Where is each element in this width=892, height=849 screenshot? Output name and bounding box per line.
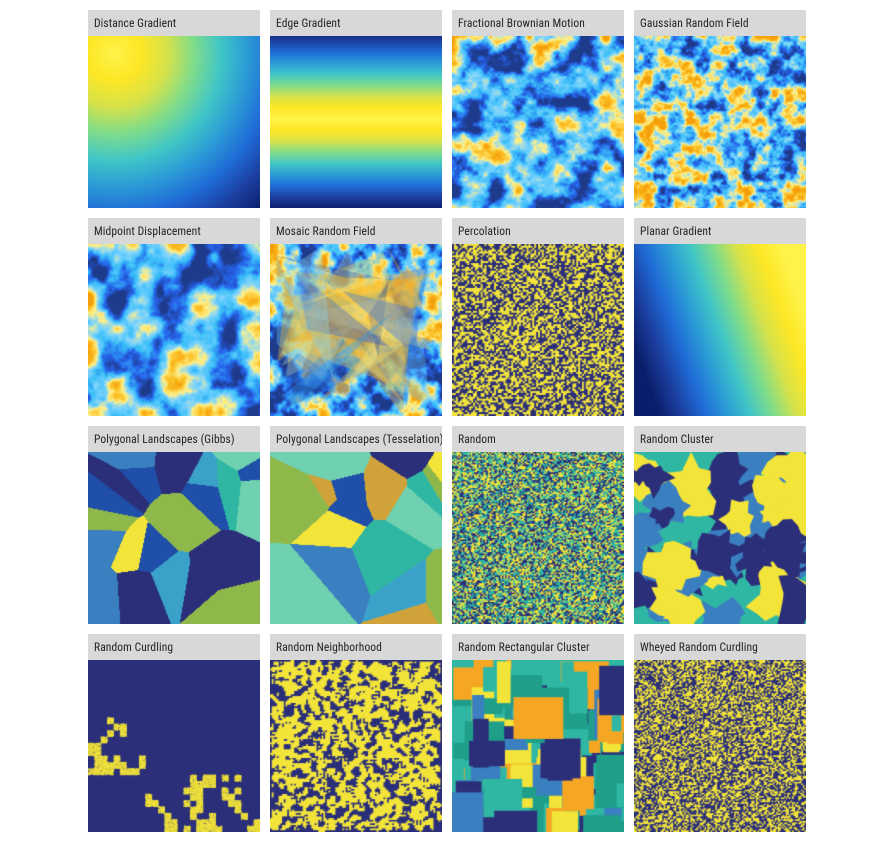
panel-title: Midpoint Displacement — [88, 218, 260, 244]
panel-rand_rect_cluster: Random Rectangular Cluster — [452, 634, 624, 832]
panel-title: Planar Gradient — [634, 218, 806, 244]
panel-thumb — [452, 452, 624, 624]
panel-random_neighborhood: Random Neighborhood — [270, 634, 442, 832]
panel-random_curdling: Random Curdling — [88, 634, 260, 832]
panel-poly_tess: Polygonal Landscapes (Tesselation) — [270, 426, 442, 624]
panel-title: Random Rectangular Cluster — [452, 634, 624, 660]
panel-title: Random Curdling — [88, 634, 260, 660]
panel-thumb — [270, 36, 442, 208]
panel-fbm: Fractional Brownian Motion — [452, 10, 624, 208]
panel-thumb — [452, 660, 624, 832]
panel-title: Polygonal Landscapes (Gibbs) — [88, 426, 260, 452]
panel-thumb — [634, 36, 806, 208]
panel-title: Edge Gradient — [270, 10, 442, 36]
panel-title: Mosaic Random Field — [270, 218, 442, 244]
panel-poly_gibbs: Polygonal Landscapes (Gibbs) — [88, 426, 260, 624]
panel-title: Random Neighborhood — [270, 634, 442, 660]
panel-random_cluster: Random Cluster — [634, 426, 806, 624]
panel-title: Distance Gradient — [88, 10, 260, 36]
panel-edge_gradient: Edge Gradient — [270, 10, 442, 208]
panel-title: Gaussian Random Field — [634, 10, 806, 36]
panel-grf: Gaussian Random Field — [634, 10, 806, 208]
panel-thumb — [634, 452, 806, 624]
panel-thumb — [88, 660, 260, 832]
panel-midpoint: Midpoint Displacement — [88, 218, 260, 416]
panel-mosaic: Mosaic Random Field — [270, 218, 442, 416]
panel-thumb — [452, 36, 624, 208]
panel-thumb — [270, 660, 442, 832]
panel-random: Random — [452, 426, 624, 624]
panel-thumb — [634, 244, 806, 416]
panel-thumb — [452, 244, 624, 416]
panel-title: Wheyed Random Curdling — [634, 634, 806, 660]
panel-thumb — [88, 452, 260, 624]
panel-title: Polygonal Landscapes (Tesselation) — [270, 426, 442, 452]
panel-thumb — [270, 452, 442, 624]
panel-thumb — [88, 36, 260, 208]
panel-title: Fractional Brownian Motion — [452, 10, 624, 36]
panel-title: Random Cluster — [634, 426, 806, 452]
panel-thumb — [634, 660, 806, 832]
panel-thumb — [88, 244, 260, 416]
panel-planar: Planar Gradient — [634, 218, 806, 416]
panel-title: Random — [452, 426, 624, 452]
panel-distance_gradient: Distance Gradient — [88, 10, 260, 208]
panel-thumb — [270, 244, 442, 416]
panel-title: Percolation — [452, 218, 624, 244]
panel-wheyed: Wheyed Random Curdling — [634, 634, 806, 832]
landscape-grid: Distance Gradient Edge Gradient Fractional… — [88, 10, 804, 832]
panel-percolation: Percolation — [452, 218, 624, 416]
